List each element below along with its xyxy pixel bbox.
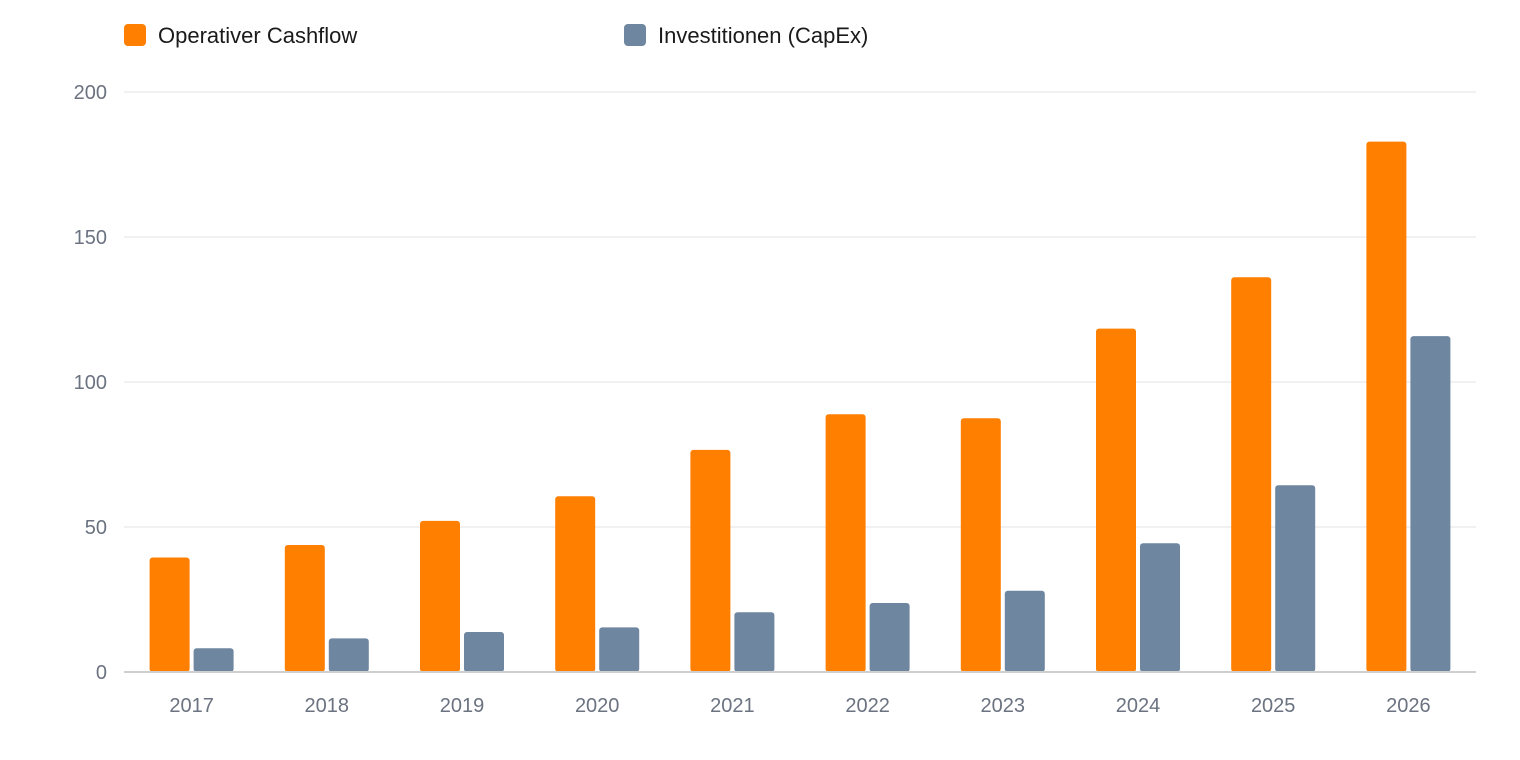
legend-item-operativer-cashflow: Operativer Cashflow: [124, 23, 357, 48]
bar-investitionen-capex-2022: [869, 602, 910, 672]
x-tick-label: 2021: [710, 695, 755, 717]
y-tick-label: 200: [74, 82, 107, 104]
y-tick-label: 150: [74, 227, 107, 249]
bar-investitionen-capex-2026: [1410, 336, 1451, 672]
legend-item-investitionen-capex: Investitionen (CapEx): [624, 23, 868, 48]
x-tick-label: 2017: [169, 695, 214, 717]
y-tick-label: 50: [85, 517, 107, 539]
y-axis: 0 50 100 150 200: [74, 82, 107, 684]
x-tick-label: 2025: [1251, 695, 1296, 717]
bar-operativer-cashflow-2026: [1366, 141, 1407, 673]
bar-investitionen-capex-2018: [328, 638, 369, 672]
bar-investitionen-capex-2020: [599, 627, 640, 672]
bar-operativer-cashflow-2022: [825, 414, 866, 672]
x-tick-label: 2020: [575, 695, 620, 717]
y-tick-label: 100: [74, 372, 107, 394]
x-tick-label: 2019: [440, 695, 485, 717]
bars: [149, 141, 1451, 673]
bar-investitionen-capex-2025: [1275, 485, 1316, 672]
bar-operativer-cashflow-2024: [1096, 328, 1136, 672]
bar-operativer-cashflow-2020: [555, 496, 596, 672]
bar-operativer-cashflow-2019: [420, 520, 460, 672]
bar-investitionen-capex-2024: [1140, 543, 1180, 672]
bar-operativer-cashflow-2025: [1231, 277, 1272, 672]
bar-operativer-cashflow-2023: [960, 418, 1001, 672]
legend-swatch: [624, 24, 646, 46]
x-tick-label: 2026: [1386, 695, 1431, 717]
bar-investitionen-capex-2023: [1004, 590, 1045, 672]
x-tick-label: 2018: [305, 695, 350, 717]
x-tick-label: 2024: [1116, 695, 1161, 717]
gridlines: [124, 91, 1476, 528]
x-axis: 2017 2018 2019 2020 2021 2022 2023 2024 2025 2026: [169, 695, 1430, 717]
bar-investitionen-capex-2021: [734, 612, 775, 672]
bar-investitionen-capex-2019: [464, 631, 504, 672]
x-tick-label: 2022: [845, 695, 890, 717]
bar-operativer-cashflow-2021: [690, 449, 731, 672]
legend: Operativer Cashflow Investitionen (CapEx…: [124, 23, 868, 48]
bar-investitionen-capex-2017: [193, 648, 234, 672]
x-tick-label: 2023: [981, 695, 1026, 717]
legend-label: Operativer Cashflow: [158, 23, 357, 48]
y-tick-label: 0: [96, 662, 107, 684]
bar-operativer-cashflow-2018: [284, 544, 325, 672]
legend-label: Investitionen (CapEx): [658, 23, 868, 48]
legend-swatch: [124, 24, 146, 46]
bar-operativer-cashflow-2017: [149, 557, 190, 672]
